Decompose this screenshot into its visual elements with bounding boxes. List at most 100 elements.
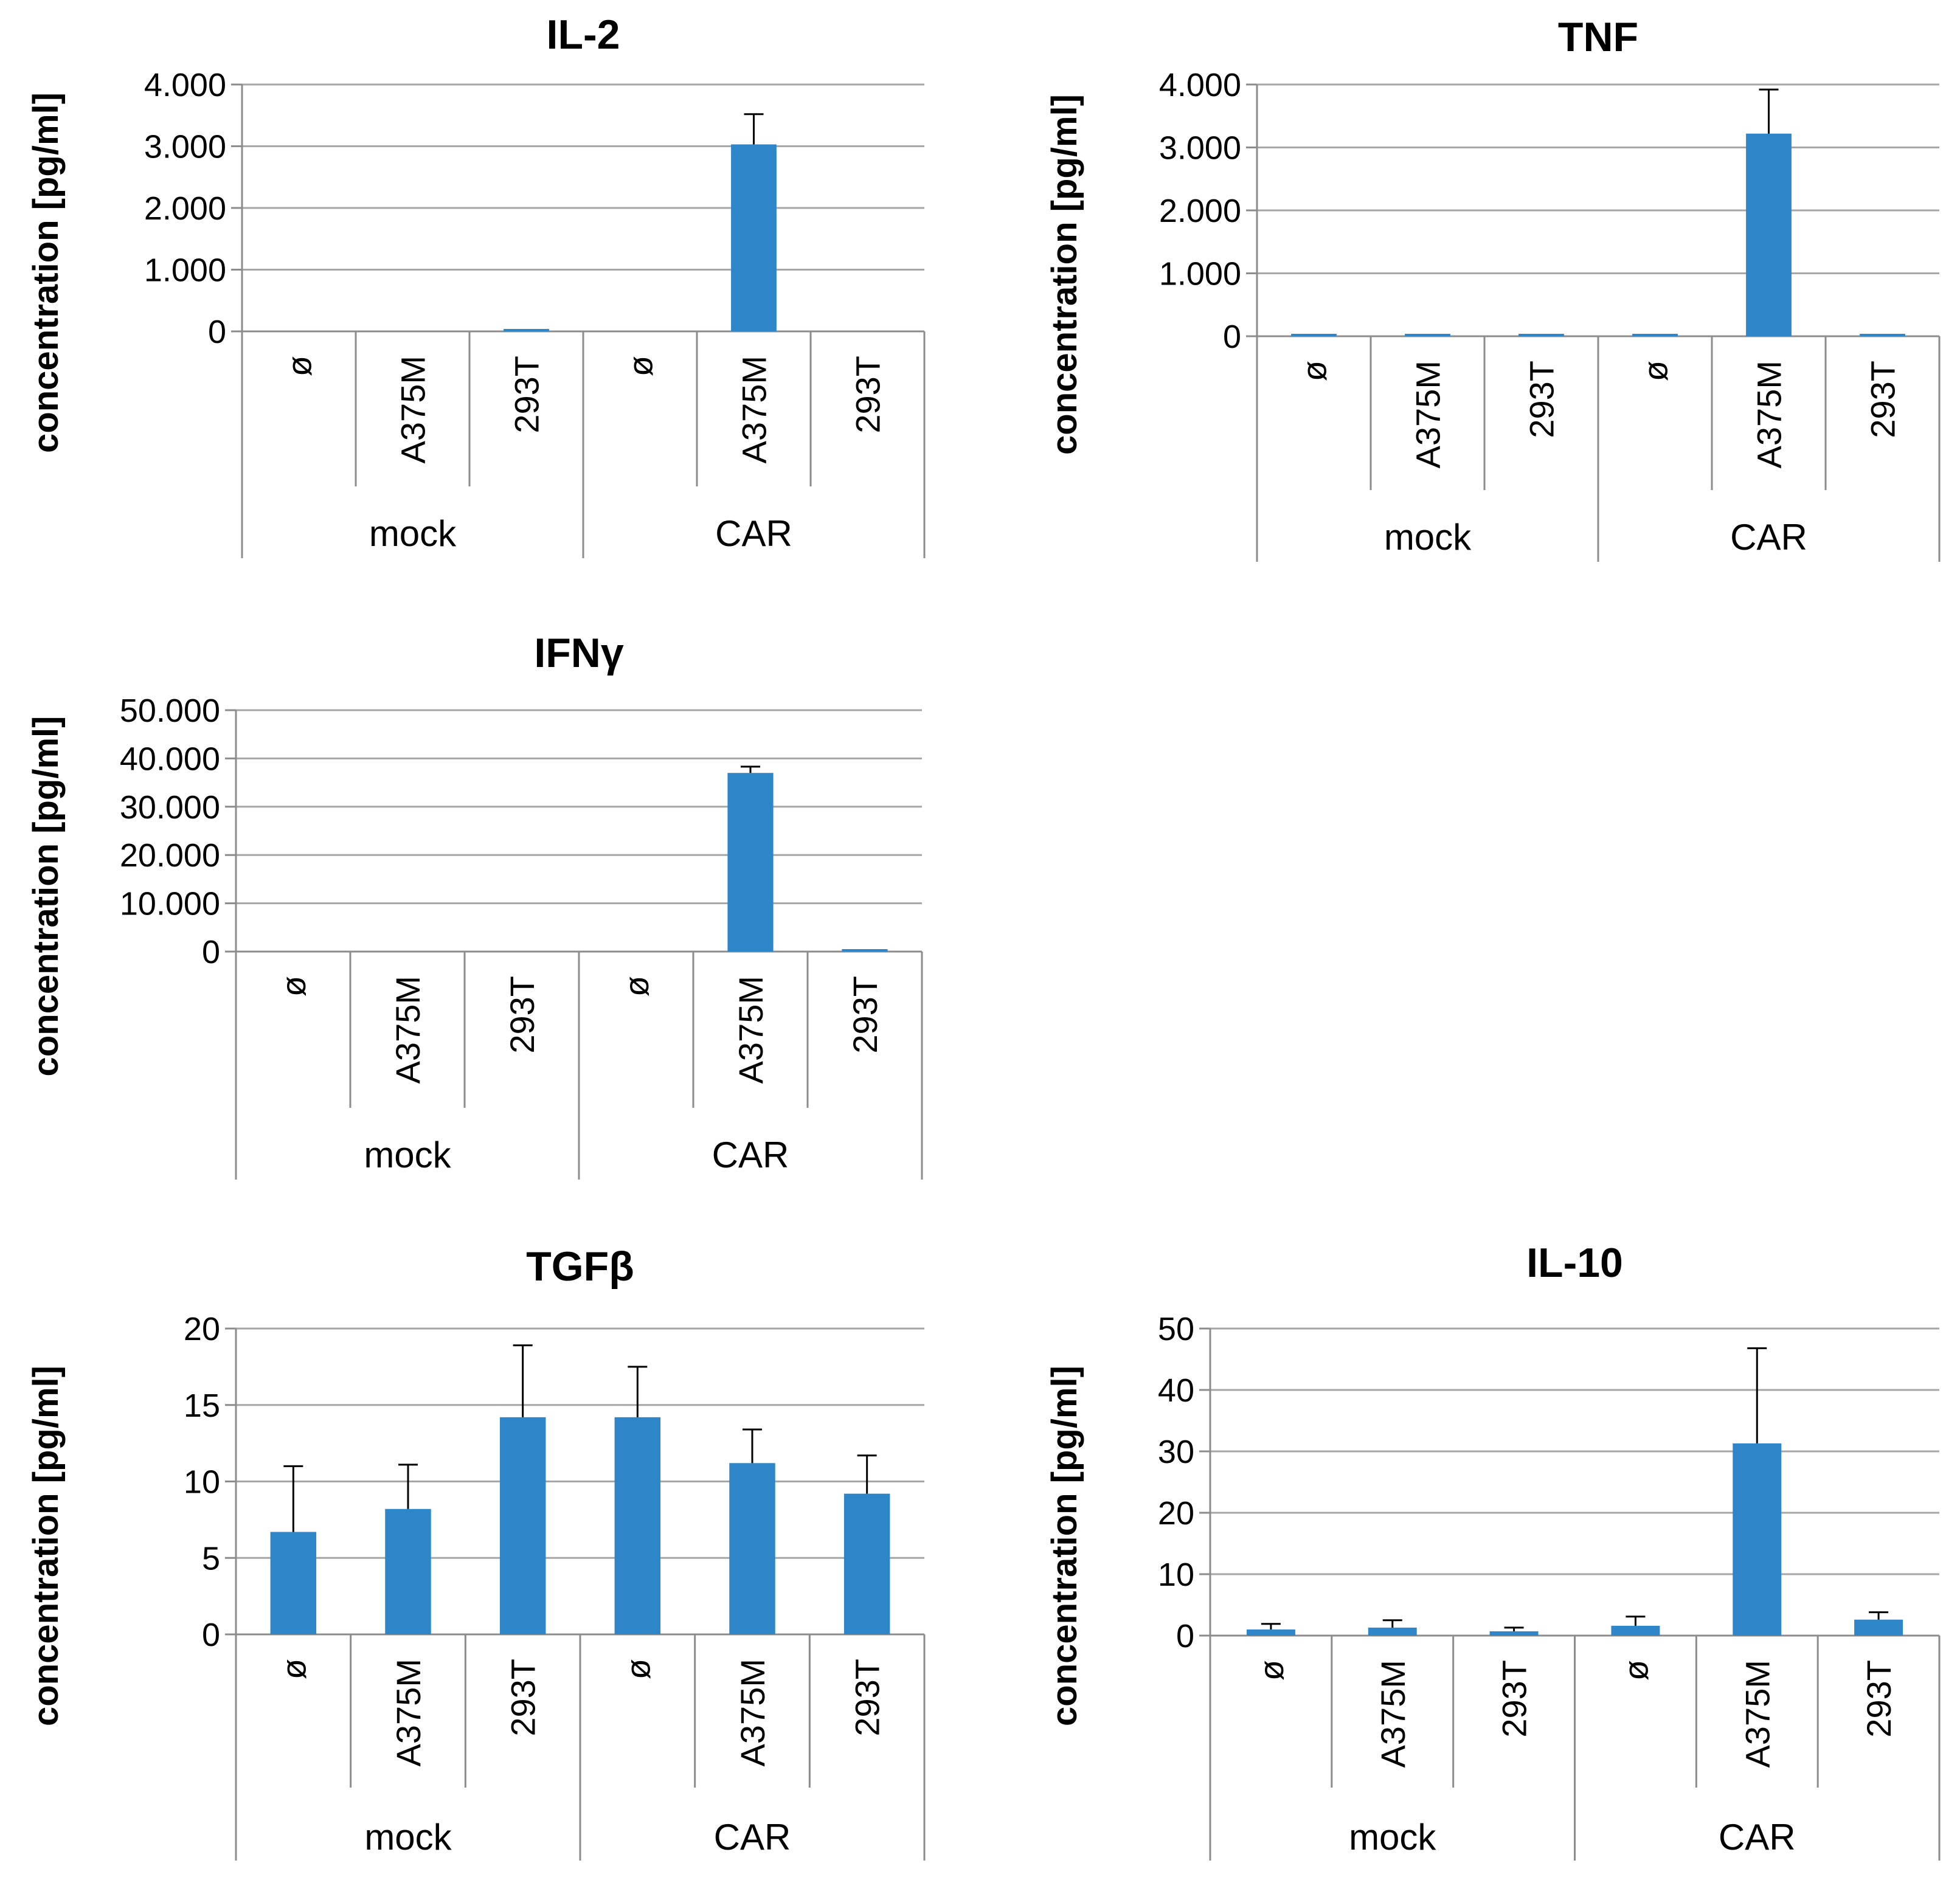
group-label-car: CAR [715,513,792,554]
y-tick-label: 0 [202,1617,220,1653]
chart-title: IL-10 [1526,1240,1623,1286]
y-tick-label: 20 [184,1311,220,1347]
bar-4 [1632,334,1678,336]
x-tick-label: A375M [389,976,427,1084]
y-tick-label: 0 [1176,1618,1194,1654]
bar-6 [843,1493,890,1634]
bar-2 [1405,334,1450,336]
x-tick-label: 293T [1523,361,1561,438]
bar-6 [1860,334,1905,336]
x-tick-label: ø [617,976,656,997]
y-tick-label: 5 [202,1540,220,1577]
bar-4 [614,1417,661,1634]
group-label-car: CAR [1730,517,1807,558]
x-tick-label: ø [1252,1660,1290,1681]
y-tick-label: 40.000 [120,741,220,777]
group-label-mock: mock [1384,517,1472,558]
x-tick-label: ø [1295,361,1334,381]
y-tick-label: 10.000 [120,886,220,922]
y-axis-label: concentration [pg/ml] [1045,94,1084,455]
y-tick-label: 15 [184,1388,220,1424]
y-tick-label: 2.000 [1159,193,1241,229]
x-tick-label: 293T [504,1659,542,1737]
y-tick-label: 1.000 [144,252,226,289]
x-tick-label: 293T [848,1659,887,1737]
bar-4 [1611,1625,1660,1636]
chart-il-2: IL-2 concentration [pg/ml] 0 1.000 2.000 3.00… [26,12,926,558]
x-tick-label: ø [274,1659,313,1679]
group-label-mock: mock [1349,1817,1436,1858]
x-tick-label: ø [274,976,313,997]
chart-title: TNF [1558,14,1638,60]
x-tick-label: 293T [503,976,541,1054]
y-tick-label: 4.000 [144,67,226,103]
x-tick-label: A375M [1738,1660,1776,1768]
x-tick-label: ø [618,1659,657,1679]
bar-1 [1291,334,1337,336]
chart-tgf-beta: TGFβ concentration [pg/ml] 0 5 10 15 20 ø A375M 2… [26,1243,926,1861]
y-tick-label: 0 [1223,319,1241,355]
group-label-mock: mock [364,1817,452,1858]
bar-3 [504,329,549,331]
x-tick-label: A375M [394,356,432,463]
bar-5 [1746,133,1792,337]
bar-5 [1733,1443,1782,1636]
bar-1 [1246,1629,1295,1636]
x-tick-label: ø [622,356,660,376]
y-axis-label: concentration [pg/ml] [26,716,66,1077]
bar-3 [499,1417,546,1634]
chart-title: IL-2 [547,12,620,58]
chart-tnf: TNF concentration [pg/ml] 0 1.000 2.000 3.000… [1045,14,1941,562]
chart-title: IFNγ [534,630,624,676]
y-tick-label: 40 [1158,1372,1194,1409]
bar-3 [1518,334,1564,336]
y-tick-label: 30.000 [120,789,220,826]
group-label-car: CAR [714,1817,791,1858]
y-tick-label: 50 [1158,1311,1194,1347]
x-tick-label: 293T [849,356,887,434]
bar-3 [1489,1631,1539,1636]
y-axis-label: concentration [pg/ml] [26,1366,66,1726]
y-tick-label: 50.000 [120,693,220,729]
y-tick-label: 10 [1158,1557,1194,1593]
group-label-car: CAR [712,1135,789,1175]
x-tick-label: A375M [389,1659,428,1766]
y-tick-label: 10 [184,1464,220,1501]
y-tick-label: 3.000 [144,129,226,165]
chart-il-10: IL-10 concentration [pg/ml] 0 10 20 30 40 50 ø A3… [1045,1240,1941,1861]
y-axis-label: concentration [pg/ml] [1045,1366,1084,1726]
x-tick-label: 293T [1495,1660,1534,1738]
bar-6 [1854,1619,1903,1636]
bar-2 [1368,1627,1417,1636]
x-tick-label: 293T [1860,1660,1898,1738]
y-tick-label: 0 [208,314,226,350]
bar-6 [842,949,888,952]
x-tick-label: A375M [732,976,770,1084]
x-tick-label: A375M [1409,361,1447,468]
bar-2 [385,1509,431,1634]
x-tick-label: ø [280,356,319,376]
x-tick-label: 293T [846,976,884,1054]
bar-5 [731,144,777,331]
y-tick-label: 2.000 [144,190,226,227]
y-tick-label: 3.000 [1159,130,1241,167]
y-tick-label: 0 [202,934,220,970]
bar-5 [729,1463,775,1634]
chart-title: TGFβ [526,1243,634,1290]
chart-ifn-gamma: IFNγ concentration [pg/ml] 0 10.000 20.000 30… [26,630,923,1180]
y-tick-label: 4.000 [1159,67,1241,103]
group-label-mock: mock [364,1135,451,1175]
y-axis-label: concentration [pg/ml] [26,92,66,453]
x-tick-label: A375M [1750,361,1789,468]
y-tick-label: 30 [1158,1434,1194,1470]
x-tick-label: ø [1636,361,1675,381]
y-tick-label: 1.000 [1159,256,1241,292]
bar-1 [270,1532,317,1634]
x-tick-label: A375M [1374,1660,1412,1768]
group-label-car: CAR [1719,1817,1796,1858]
group-label-mock: mock [369,513,457,554]
bar-5 [727,773,774,952]
x-tick-label: A375M [735,356,774,463]
y-tick-label: 20.000 [120,837,220,874]
